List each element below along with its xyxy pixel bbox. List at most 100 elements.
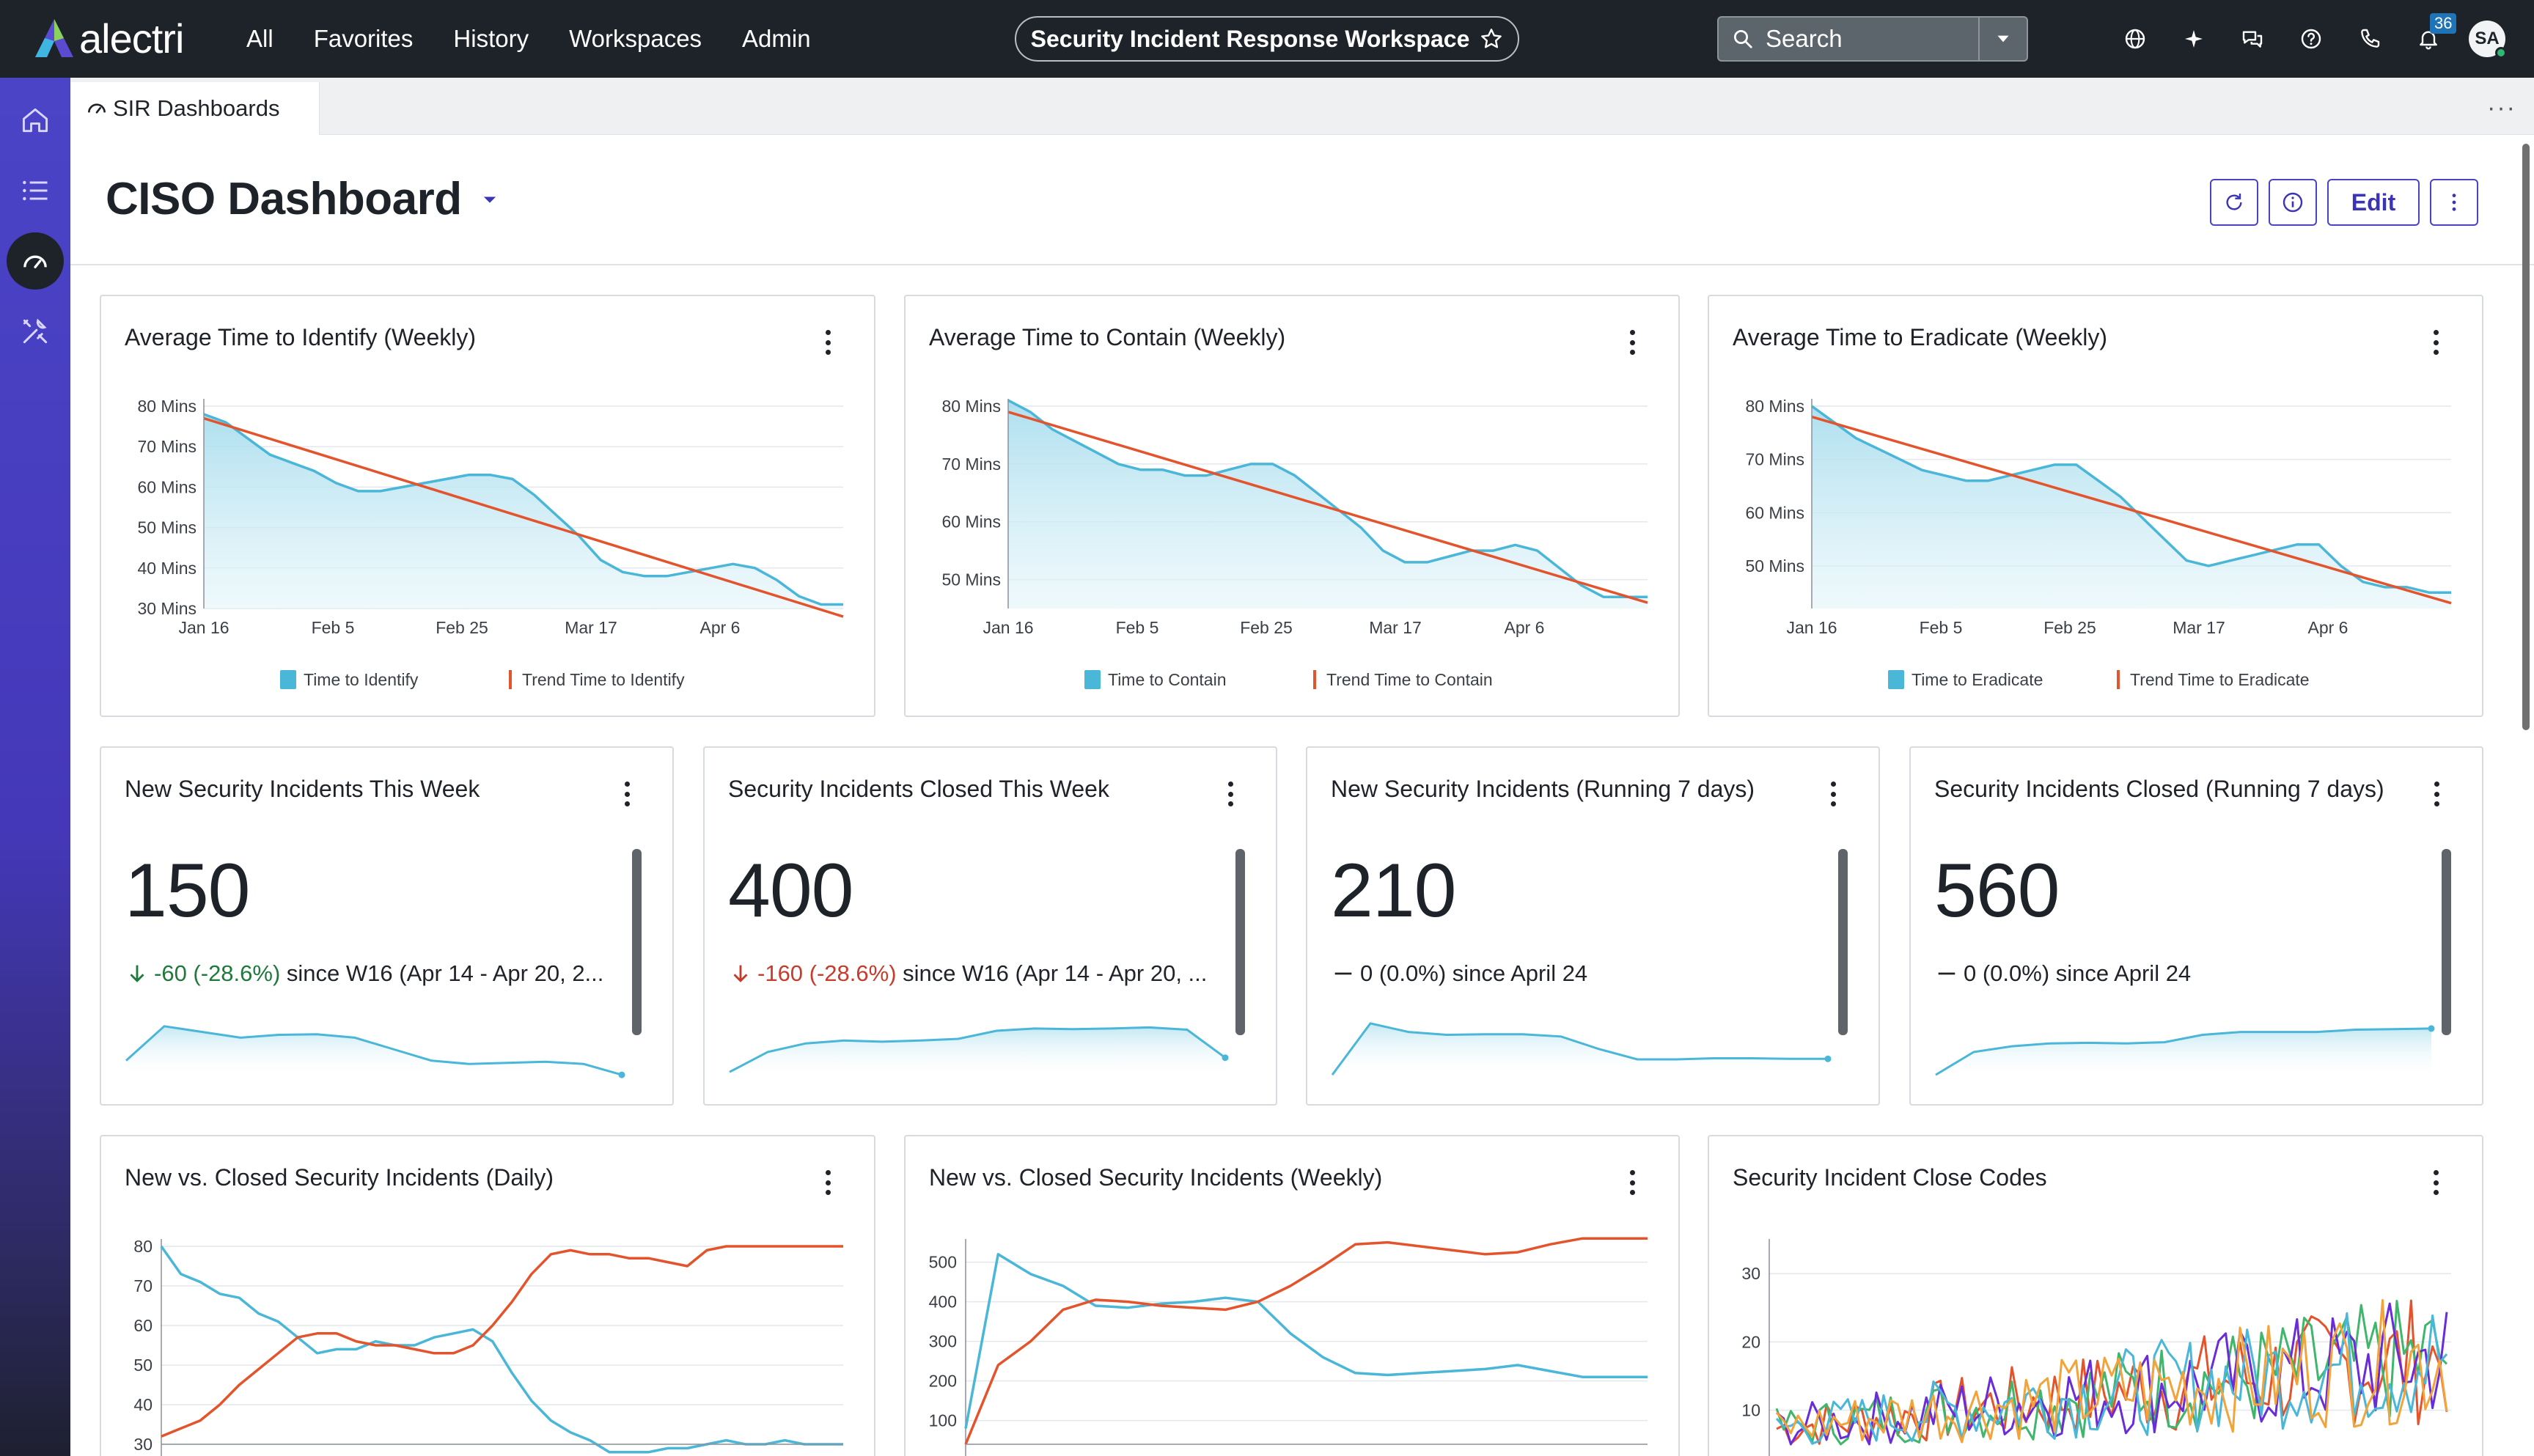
card-menu-icon[interactable] [824, 330, 831, 355]
star-icon[interactable] [1480, 27, 1503, 51]
arrow-down-icon [130, 965, 144, 982]
sparkline [125, 1025, 625, 1078]
x-tick-label: Feb 5 [312, 618, 355, 637]
bell-icon[interactable]: 36 [2399, 0, 2458, 78]
sparkline-end-point [2428, 1025, 2435, 1032]
sparkline-area [126, 1026, 622, 1078]
delta-text: since April 24 [2055, 960, 2192, 986]
line-chart: 500 400 300 200 100 [929, 1237, 1648, 1456]
sparkline-end-point [618, 1071, 625, 1078]
refresh-button[interactable] [2210, 179, 2258, 226]
kpi-delta: -160 (-28.6%) since W16 (Apr 14 - Apr 20… [728, 960, 1227, 987]
y-tick-label: 500 [929, 1253, 957, 1272]
search-scope-dropdown[interactable] [1978, 18, 2027, 60]
sparkline [1935, 1025, 2435, 1078]
help-icon[interactable] [2282, 0, 2340, 78]
card-close-codes: Security Incident Close Codes 30 20 10 [1708, 1135, 2483, 1456]
series-line [1810, 405, 2451, 594]
brand-logo[interactable]: alectri [32, 15, 184, 62]
user-menu[interactable]: SA [2458, 0, 2516, 78]
y-tick-label: 80 [133, 1237, 153, 1256]
x-tick-label: Feb 5 [1116, 618, 1159, 637]
globe-icon[interactable] [2106, 0, 2164, 78]
trend-line [203, 416, 844, 618]
edit-button[interactable]: Edit [2327, 179, 2420, 226]
kpi-scrollbar[interactable] [1235, 849, 1245, 1035]
y-tick-label: 300 [929, 1332, 957, 1351]
card-title: New Security Incidents This Week [125, 776, 480, 802]
sparkline-line [729, 1026, 1226, 1073]
left-rail [0, 78, 70, 1456]
sparkline-end-point [1824, 1055, 1832, 1062]
nav-workspaces[interactable]: Workspaces [569, 25, 702, 52]
card-menu-icon[interactable] [2432, 1170, 2439, 1195]
sparkle-icon[interactable] [2164, 0, 2223, 78]
global-search[interactable]: Search [1717, 16, 2028, 62]
card-menu-icon[interactable] [623, 782, 631, 806]
card-menu-icon[interactable] [2432, 330, 2439, 355]
dashboard-header: CISO Dashboard Edit [70, 135, 2534, 265]
card-menu-icon[interactable] [1628, 330, 1636, 355]
area-chart: 80 Mins 70 Mins 60 Mins 50 Mins Jan 16 Feb 5 F… [941, 397, 1648, 689]
legend-swatch [280, 670, 296, 689]
card-time-to-contain: Average Time to Contain (Weekly) 80 Mins… [904, 295, 1680, 717]
y-tick-label: 60 Mins [137, 477, 197, 496]
x-tick-label: Apr 6 [1505, 618, 1545, 637]
kpi-delta: 0 (0.0%) since April 24 [1934, 960, 2433, 987]
rail-tools[interactable] [0, 296, 70, 367]
kpi-scrollbar[interactable] [2442, 849, 2451, 1035]
info-button[interactable] [2269, 179, 2317, 226]
y-tick-label: 40 Mins [137, 559, 197, 578]
workspace-pill[interactable]: Security Incident Response Workspace [1015, 16, 1519, 62]
y-tick-label: 70 [133, 1276, 153, 1295]
card-new-incidents-7d: New Security Incidents (Running 7 days) … [1306, 746, 1880, 1106]
rail-list[interactable] [0, 155, 70, 226]
card-title: Average Time to Contain (Weekly) [929, 324, 1286, 350]
card-menu-icon[interactable] [824, 1170, 831, 1195]
chat-icon[interactable] [2223, 0, 2282, 78]
series-line [964, 1253, 1648, 1429]
kpi-value: 150 [125, 848, 251, 933]
nav-all[interactable]: All [246, 25, 273, 52]
line-chart: 80 70 60 50 40 30 [133, 1237, 843, 1456]
kpi-scrollbar[interactable] [1838, 849, 1848, 1035]
nav-admin[interactable]: Admin [742, 25, 811, 52]
y-tick-label: 70 Mins [1745, 450, 1804, 469]
sparkline-area [1936, 1028, 2431, 1078]
x-tick-label: Feb 25 [2043, 618, 2096, 637]
x-tick-label: Mar 17 [565, 618, 617, 637]
page-title: CISO Dashboard [106, 174, 462, 224]
card-time-to-eradicate: Average Time to Eradicate (Weekly) 80 Mi… [1708, 295, 2483, 717]
more-horizontal-icon[interactable]: ··· [2487, 94, 2516, 122]
arrow-down-icon [733, 965, 748, 982]
x-tick-label: Jan 16 [1786, 618, 1837, 637]
card-menu-icon[interactable] [1628, 1170, 1636, 1195]
delta-value: -60 (-28.6%) [154, 960, 281, 986]
dashboard-title[interactable]: CISO Dashboard [106, 173, 500, 225]
brand-name: alectri [79, 15, 184, 62]
avatar[interactable]: SA [2469, 21, 2507, 59]
kpi-scrollbar[interactable] [632, 849, 642, 1035]
sparkline [729, 1026, 1229, 1078]
card-menu-icon[interactable] [2433, 782, 2440, 806]
kpi-value: 560 [1934, 848, 2060, 933]
more-options-button[interactable] [2430, 179, 2478, 226]
page-scrollbar[interactable] [2522, 144, 2530, 730]
card-menu-icon[interactable] [1829, 782, 1837, 806]
delta-text: since April 24 [1452, 960, 1588, 986]
legend-swatch [1888, 670, 1904, 689]
y-tick-label: 70 Mins [137, 437, 197, 456]
card-menu-icon[interactable] [1227, 782, 1234, 806]
rail-dashboards[interactable] [0, 226, 70, 296]
card-title: Security Incident Close Codes [1733, 1164, 2047, 1191]
sparkline-area [1332, 1023, 1828, 1078]
main-nav: All Favorites History Workspaces Admin [246, 0, 851, 78]
avatar-initials: SA [2475, 29, 2500, 48]
caret-down-icon[interactable] [480, 189, 500, 210]
sparkline-end-point [1222, 1054, 1229, 1062]
phone-icon[interactable] [2340, 0, 2399, 78]
nav-favorites[interactable]: Favorites [313, 25, 414, 52]
tab-sir-dashboards[interactable]: SIR Dashboards [70, 82, 320, 135]
nav-history[interactable]: History [453, 25, 529, 52]
rail-home[interactable] [0, 85, 70, 155]
